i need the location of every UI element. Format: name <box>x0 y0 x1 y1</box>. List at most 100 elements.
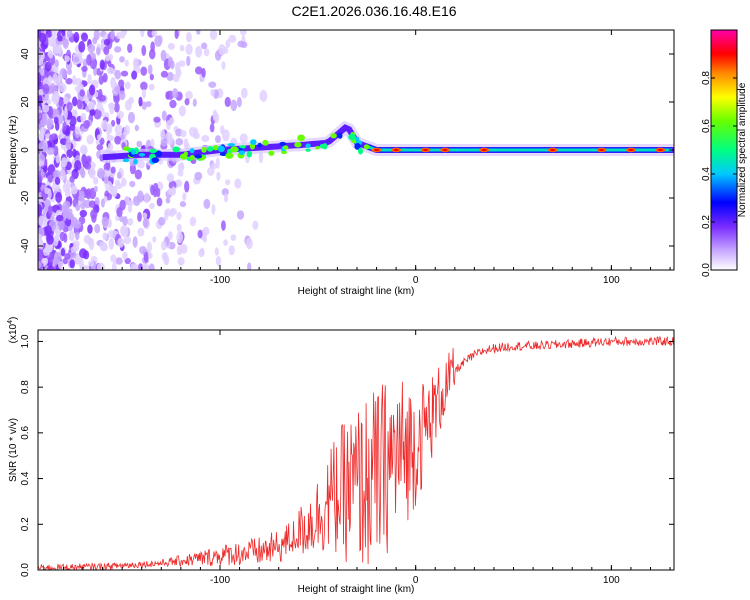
noise-blob <box>42 247 51 256</box>
noise-blob <box>121 177 127 187</box>
noise-blob <box>48 36 56 47</box>
noise-blob <box>185 90 193 100</box>
carrier-blob <box>189 147 195 154</box>
noise-blob <box>174 30 179 40</box>
noise-blob <box>160 129 166 141</box>
noise-blob <box>46 234 54 245</box>
noise-blob <box>80 112 87 124</box>
noise-blob <box>228 34 237 43</box>
carrier-blob <box>354 143 361 150</box>
noise-blob <box>83 120 90 129</box>
noise-blob <box>215 255 222 266</box>
noise-blob <box>225 179 231 186</box>
noise-blob <box>218 44 226 56</box>
noise-blob <box>245 237 253 250</box>
noise-blob <box>167 188 175 196</box>
noise-blob <box>153 116 161 123</box>
carrier-blob <box>206 146 214 152</box>
carrier-hotspot-core <box>599 148 605 152</box>
y-tick-label: -20 <box>20 190 31 205</box>
noise-blob <box>156 197 163 207</box>
noise-blob <box>252 220 259 230</box>
noise-blob <box>57 43 62 55</box>
carrier-blob <box>357 147 364 155</box>
noise-blob <box>103 162 111 172</box>
noise-blob <box>96 144 104 151</box>
noise-blob <box>154 35 163 47</box>
noise-blob <box>87 74 92 85</box>
colorbar-frame <box>710 29 738 271</box>
noise-blob <box>123 236 132 245</box>
noise-blob <box>110 119 116 127</box>
noise-blob <box>93 30 100 41</box>
noise-blob <box>258 151 264 164</box>
noise-blob <box>202 226 210 236</box>
noise-blob <box>53 145 59 157</box>
noise-blob <box>109 102 115 115</box>
carrier-blob <box>227 143 236 147</box>
noise-blob <box>53 108 60 120</box>
noise-blob <box>230 234 237 241</box>
noise-blob <box>140 66 148 76</box>
colorbar-ticks: 0.0 0.2 0.4 0.6 0.8 <box>701 71 737 277</box>
noise-blob <box>123 125 130 136</box>
noise-blob <box>182 192 187 201</box>
noise-blob <box>38 249 44 261</box>
noise-blob <box>68 208 73 216</box>
noise-blob <box>133 196 141 207</box>
noise-blob <box>176 245 183 256</box>
noise-blob <box>49 134 54 143</box>
noise-blob <box>189 216 197 227</box>
noise-blob <box>47 265 55 270</box>
noise-blob <box>85 188 92 200</box>
carrier-blob <box>262 139 268 145</box>
noise-blob <box>119 199 126 211</box>
noise-blob <box>149 202 155 210</box>
noise-blob <box>75 203 81 212</box>
y-tick-label: -40 <box>20 238 31 253</box>
noise-blob <box>89 161 96 170</box>
carrier-core-cyan <box>366 144 673 152</box>
noise-blob <box>240 87 248 99</box>
noise-blob <box>38 160 45 167</box>
noise-blob <box>52 73 58 83</box>
noise-blob <box>201 67 206 78</box>
noise-blob <box>90 209 98 220</box>
noise-blob <box>96 46 101 56</box>
noise-blob <box>67 68 72 75</box>
noise-blob <box>240 41 248 49</box>
noise-blob <box>97 134 102 141</box>
noise-blob <box>152 236 157 243</box>
noise-blob <box>203 48 210 57</box>
noise-blob <box>239 133 248 144</box>
carrier-hotspot-core <box>481 148 487 152</box>
noise-blob <box>199 247 205 255</box>
carrier-blob <box>238 150 246 155</box>
noise-blob <box>143 192 150 204</box>
noise-blob <box>70 185 78 195</box>
carrier-blob <box>154 150 163 158</box>
noise-blob <box>192 132 200 140</box>
noise-blob <box>110 254 117 263</box>
carrier-hotspot-core <box>374 148 380 152</box>
noise-blob <box>192 98 197 107</box>
noise-blob <box>138 96 143 107</box>
noise-blob <box>99 137 105 146</box>
noise-blob <box>115 257 123 265</box>
noise-blob <box>175 62 181 75</box>
noise-blob <box>214 135 221 144</box>
noise-blob <box>178 105 186 117</box>
noise-blob <box>194 66 203 75</box>
noise-blob <box>129 180 136 188</box>
spectrogram-x-label: Height of straight line (km) <box>298 286 415 297</box>
noise-blob <box>116 31 122 40</box>
noise-blob <box>156 187 161 198</box>
noise-blob <box>88 167 96 179</box>
noise-blob <box>132 57 139 69</box>
noise-blob <box>64 188 71 198</box>
noise-blob <box>97 171 104 178</box>
noise-blob <box>111 261 117 270</box>
noise-blob <box>79 209 88 218</box>
noise-blob <box>62 121 67 132</box>
